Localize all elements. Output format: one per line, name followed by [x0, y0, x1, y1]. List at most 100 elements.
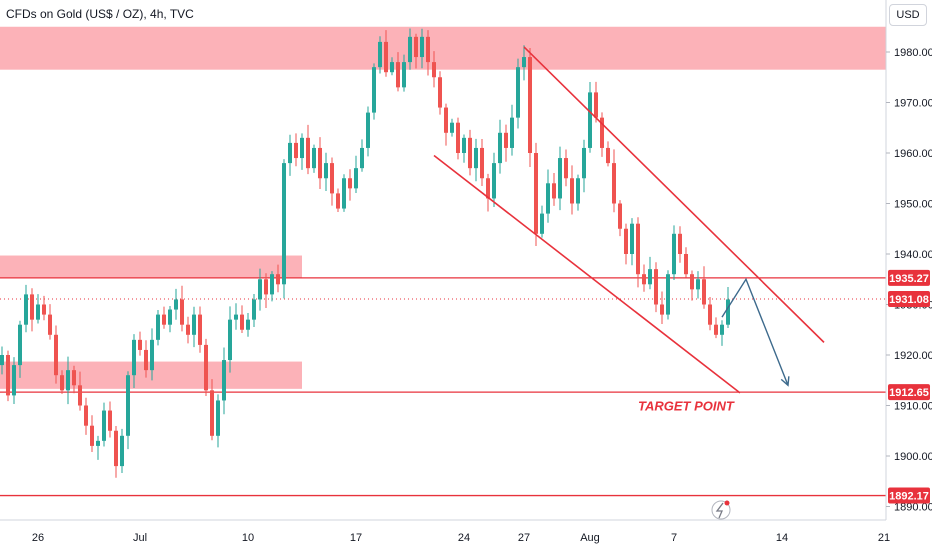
candle[interactable] — [348, 169, 352, 201]
candle[interactable] — [42, 295, 46, 321]
candle[interactable] — [240, 305, 244, 334]
candle[interactable] — [690, 270, 694, 301]
candle[interactable] — [300, 133, 304, 170]
candles-layer[interactable] — [0, 28, 730, 478]
candle[interactable] — [144, 340, 148, 378]
candle[interactable] — [288, 134, 292, 176]
candle[interactable] — [696, 271, 700, 299]
candle[interactable] — [546, 169, 550, 223]
candle[interactable] — [606, 141, 610, 167]
candle[interactable] — [54, 325, 58, 384]
candle[interactable] — [588, 82, 592, 153]
candle[interactable] — [420, 28, 424, 69]
candle[interactable] — [720, 320, 724, 346]
candle[interactable] — [570, 165, 574, 215]
candle[interactable] — [30, 288, 34, 332]
candle[interactable] — [330, 157, 334, 206]
candle[interactable] — [318, 137, 322, 190]
candle[interactable] — [600, 112, 604, 157]
candle[interactable] — [408, 28, 412, 70]
candle[interactable] — [702, 266, 706, 309]
candle[interactable] — [618, 200, 622, 237]
candle[interactable] — [150, 328, 154, 381]
candle[interactable] — [6, 350, 10, 402]
candle[interactable] — [666, 270, 670, 320]
candle[interactable] — [258, 268, 262, 311]
candle[interactable] — [132, 334, 136, 389]
candle[interactable] — [360, 139, 364, 172]
candle[interactable] — [162, 306, 166, 329]
candle[interactable] — [480, 139, 484, 186]
candle[interactable] — [630, 218, 634, 266]
candle[interactable] — [492, 152, 496, 208]
candle[interactable] — [60, 370, 64, 394]
candle[interactable] — [336, 188, 340, 212]
candle[interactable] — [678, 226, 682, 263]
candle[interactable] — [174, 288, 178, 320]
candle[interactable] — [396, 52, 400, 92]
candle[interactable] — [210, 379, 214, 441]
candle[interactable] — [684, 247, 688, 278]
candle[interactable] — [708, 296, 712, 331]
candle[interactable] — [78, 371, 82, 411]
candle[interactable] — [156, 310, 160, 346]
candle[interactable] — [24, 284, 28, 333]
candle[interactable] — [510, 104, 514, 156]
candle[interactable] — [366, 106, 370, 157]
candle[interactable] — [216, 394, 220, 448]
candle[interactable] — [384, 30, 388, 77]
candle[interactable] — [714, 317, 718, 339]
candle[interactable] — [426, 30, 430, 76]
candle[interactable] — [402, 54, 406, 92]
candle[interactable] — [96, 435, 100, 460]
currency-button[interactable]: USD — [889, 4, 927, 26]
candle[interactable] — [102, 402, 106, 447]
candle[interactable] — [234, 303, 238, 330]
lightning-icon[interactable] — [711, 500, 731, 520]
candle[interactable] — [108, 401, 112, 438]
candle[interactable] — [294, 133, 298, 167]
candle[interactable] — [306, 124, 310, 175]
candle[interactable] — [192, 306, 196, 348]
candle[interactable] — [186, 316, 190, 344]
candle[interactable] — [414, 33, 418, 69]
candle[interactable] — [378, 36, 382, 74]
candle[interactable] — [540, 205, 544, 238]
candle[interactable] — [12, 357, 16, 405]
candle[interactable] — [48, 304, 52, 340]
candle[interactable] — [504, 124, 508, 162]
candle[interactable] — [270, 271, 274, 302]
candle[interactable] — [534, 142, 538, 247]
candle[interactable] — [222, 347, 226, 415]
candle[interactable] — [126, 371, 130, 450]
candle[interactable] — [372, 63, 376, 120]
candle[interactable] — [624, 223, 628, 265]
candle[interactable] — [72, 365, 76, 394]
candle[interactable] — [474, 138, 478, 182]
candle[interactable] — [576, 174, 580, 211]
candle[interactable] — [648, 256, 652, 290]
candle[interactable] — [312, 144, 316, 173]
candle[interactable] — [564, 149, 568, 187]
candle[interactable] — [660, 291, 664, 324]
candle[interactable] — [114, 426, 118, 478]
candle[interactable] — [438, 71, 442, 115]
candle[interactable] — [138, 331, 142, 356]
candle[interactable] — [432, 51, 436, 88]
candle[interactable] — [468, 129, 472, 176]
candle[interactable] — [18, 320, 22, 378]
candle[interactable] — [612, 149, 616, 213]
candle[interactable] — [168, 305, 172, 333]
candle[interactable] — [180, 285, 184, 332]
candle[interactable] — [444, 103, 448, 146]
candle[interactable] — [198, 306, 202, 353]
candle[interactable] — [582, 139, 586, 193]
candle[interactable] — [324, 152, 328, 191]
candle[interactable] — [276, 264, 280, 293]
candle[interactable] — [342, 174, 346, 212]
candle[interactable] — [66, 356, 70, 405]
candle[interactable] — [228, 306, 232, 373]
candle[interactable] — [456, 117, 460, 160]
